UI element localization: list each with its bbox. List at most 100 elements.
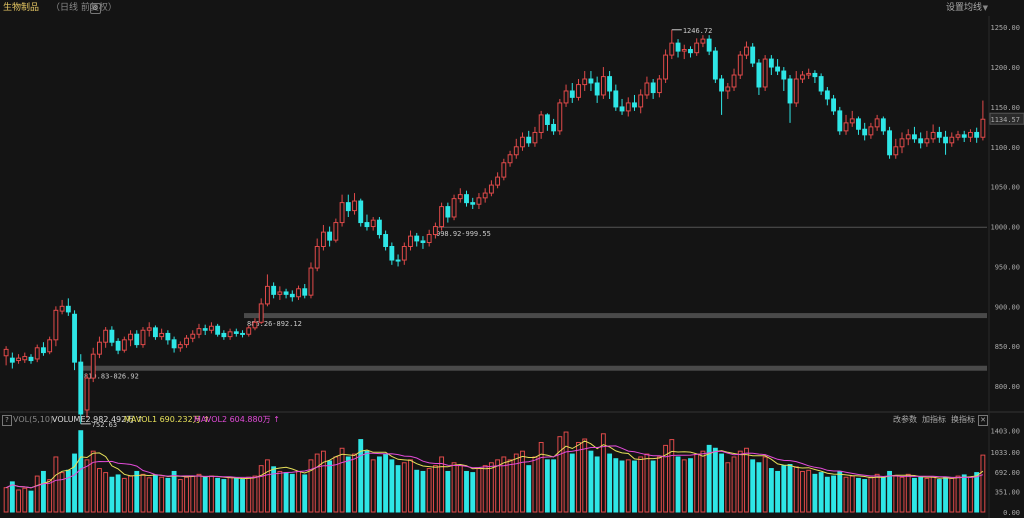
candle-body	[65, 305, 71, 313]
candle-body	[520, 136, 525, 148]
volume-bar	[594, 456, 600, 513]
low-label: 752.63	[92, 421, 117, 429]
candle-body	[314, 245, 320, 269]
price-tick-label: 1200.00	[990, 64, 1020, 72]
candle-body	[681, 48, 687, 52]
settings-icon[interactable]: ⚙	[90, 3, 101, 14]
volume-bar	[849, 475, 855, 513]
high-label: 1246.72	[683, 27, 713, 35]
candle-body	[594, 82, 600, 96]
candle-body	[140, 329, 146, 346]
candle-body	[980, 118, 986, 138]
volume-bar	[208, 475, 214, 513]
candle-body	[880, 118, 886, 132]
candle-body	[16, 357, 21, 362]
volume-bar	[9, 481, 15, 513]
candle-body	[781, 70, 787, 80]
candle-body	[445, 206, 451, 218]
volume-bar	[538, 441, 544, 513]
volume-bar	[781, 465, 787, 513]
volume-bar	[445, 470, 451, 513]
candle-body	[227, 331, 233, 338]
chevron-down-icon[interactable]: ▼	[982, 4, 988, 12]
candle-body	[831, 98, 837, 112]
candle-body	[924, 138, 930, 144]
volume-bar	[862, 479, 868, 513]
price-tick-label: 800.00	[995, 383, 1020, 391]
candle-body	[171, 339, 177, 349]
volume-bar	[414, 469, 420, 513]
volume-bar	[283, 472, 289, 513]
volume-bar	[196, 473, 202, 513]
candle-body	[246, 327, 252, 335]
volume-bar	[65, 469, 71, 513]
price-tick-label: 1150.00	[990, 104, 1020, 112]
add-indicator-button[interactable]: 加指标	[922, 415, 946, 424]
candle-body	[625, 102, 631, 112]
volume-bar	[128, 475, 133, 513]
help-icon[interactable]: ?	[2, 415, 12, 426]
volume-bar	[800, 470, 805, 513]
candle-body	[152, 327, 158, 338]
candle-body	[557, 102, 563, 132]
candle-body	[949, 136, 955, 144]
price-tick-label: 900.00	[995, 303, 1020, 311]
volume-bar	[532, 456, 538, 513]
volume-bar	[358, 439, 364, 513]
candle-body	[700, 38, 706, 44]
candle-body	[358, 200, 364, 224]
candle-body	[968, 131, 973, 138]
candle-body	[600, 76, 606, 96]
volume-bar	[955, 475, 961, 513]
candle-body	[426, 234, 432, 244]
edit-params-button[interactable]: 改参数	[893, 415, 917, 424]
candle-body	[177, 344, 183, 349]
candle-body	[787, 78, 793, 104]
volume-bar	[16, 489, 21, 513]
ma-settings-button[interactable]: 设置均线	[945, 3, 982, 13]
volume-bar	[47, 479, 53, 513]
volume-bar	[327, 460, 333, 513]
volume-bar	[613, 458, 619, 513]
volume-bar	[544, 459, 550, 513]
volume-bar	[563, 431, 569, 513]
current-price-label: 1134.57	[990, 116, 1020, 124]
stock-name[interactable]: 生物制品	[3, 3, 40, 13]
volume-tick-label: 692.00	[995, 469, 1020, 477]
candle-body	[134, 333, 140, 346]
candle-body	[252, 321, 258, 329]
volume-bar	[756, 462, 762, 513]
candle-body	[115, 340, 121, 351]
candle-body	[464, 194, 469, 204]
candle-body	[84, 377, 90, 411]
volume-tick-label: 0.00	[1003, 509, 1020, 517]
switch-indicator-button[interactable]: 换指标	[951, 415, 975, 424]
volume-bar	[53, 456, 59, 513]
close-icon[interactable]: ✕	[978, 415, 988, 426]
candle-body	[526, 136, 532, 144]
candle-body	[258, 303, 264, 323]
candle-body	[862, 128, 868, 136]
volume-bar	[78, 430, 84, 513]
candle-body	[439, 206, 445, 228]
candle-body	[750, 46, 756, 64]
volume-bar	[171, 470, 177, 513]
candle-body	[737, 54, 743, 76]
candle-body	[762, 58, 768, 88]
candle-body	[221, 332, 227, 338]
candle-body	[53, 309, 59, 341]
candle-body	[544, 114, 550, 125]
candle-body	[482, 192, 488, 199]
volume-bar	[134, 470, 140, 513]
candle-body	[912, 134, 917, 140]
volume-bar	[34, 475, 40, 513]
volume-bar	[159, 476, 165, 513]
candle-body	[383, 234, 389, 247]
volume-bar	[451, 462, 457, 513]
candle-body	[215, 325, 221, 335]
candle-body	[109, 329, 115, 343]
price-tick-label: 1100.00	[990, 144, 1020, 152]
volume-value: VOLUME2.982.492万 ↑	[52, 415, 144, 424]
candle-body	[296, 288, 301, 298]
